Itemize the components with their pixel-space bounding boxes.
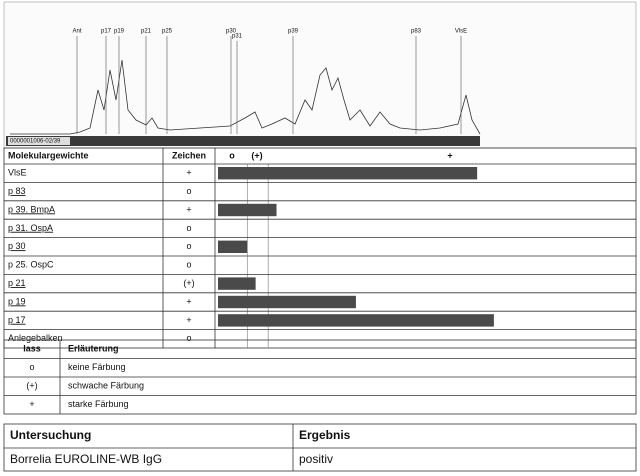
- band-label: p21: [141, 29, 152, 35]
- bar: [218, 240, 248, 253]
- band-label: p83: [411, 29, 422, 35]
- densitometry-curve: [10, 59, 481, 135]
- strip-label-bg: [8, 137, 70, 145]
- row-sign: +: [186, 296, 191, 306]
- band-label: VlsE: [455, 29, 467, 35]
- band-label: p19: [114, 29, 125, 35]
- band-label: p25: [162, 29, 173, 35]
- scale-label: o: [229, 150, 235, 160]
- row-label: p 31. OspA: [8, 223, 53, 233]
- result-header: Untersuchung: [10, 428, 91, 442]
- legend-sign: o: [29, 362, 34, 372]
- result-cell: Borrelia EUROLINE-WB IgG: [10, 452, 162, 466]
- bar: [218, 203, 277, 217]
- row-label: p 19: [8, 296, 26, 306]
- legend-sign: (+): [26, 381, 37, 391]
- row-sign: +: [186, 204, 191, 214]
- band-label: p30: [226, 29, 237, 35]
- band-label: p17: [101, 29, 112, 35]
- band-label: p39: [288, 29, 299, 35]
- row-sign: o: [186, 260, 191, 270]
- row-sign: +: [186, 168, 191, 178]
- header-cell: Molekulargewichte: [8, 150, 89, 160]
- row-label: p 83: [8, 186, 26, 196]
- band-label: Ant: [72, 29, 81, 35]
- legend-header: Erläuterung: [68, 344, 119, 354]
- legend-sign: +: [29, 399, 34, 409]
- legend-header: lass: [23, 344, 41, 354]
- result-frame: [3, 423, 637, 472]
- row-sign: o: [186, 241, 191, 251]
- legend-text: keine Färbung: [68, 362, 126, 372]
- bar: [218, 277, 256, 290]
- row-label: p 25. OspC: [8, 260, 54, 270]
- strip-id: 0000001006-02/39: [10, 139, 61, 145]
- row-label: p 30: [8, 241, 26, 251]
- row-sign: (+): [183, 278, 194, 288]
- bar: [218, 167, 478, 180]
- legend-text: starke Färbung: [68, 399, 129, 409]
- row-label: p 39. BmpA: [8, 204, 55, 214]
- row-sign: o: [186, 333, 191, 343]
- row-sign: o: [186, 186, 191, 196]
- result-cell: positiv: [299, 452, 333, 466]
- scale-label: +: [447, 150, 452, 160]
- result-header: Ergebnis: [299, 428, 351, 442]
- row-label: p 21: [8, 278, 26, 288]
- row-sign: o: [186, 223, 191, 233]
- header-cell: Zeichen: [172, 150, 206, 160]
- row-label: Anlegebalken: [8, 333, 63, 343]
- row-label: p 17: [8, 315, 26, 325]
- row-label: VlsE: [8, 168, 27, 178]
- strip: [6, 136, 480, 146]
- band-label: p31: [232, 34, 243, 40]
- legend-text: schwache Färbung: [68, 381, 144, 391]
- row-sign: +: [186, 315, 191, 325]
- bar: [218, 314, 494, 327]
- table-frame: [3, 147, 637, 349]
- bar: [218, 295, 356, 309]
- scale-label: (+): [251, 150, 262, 160]
